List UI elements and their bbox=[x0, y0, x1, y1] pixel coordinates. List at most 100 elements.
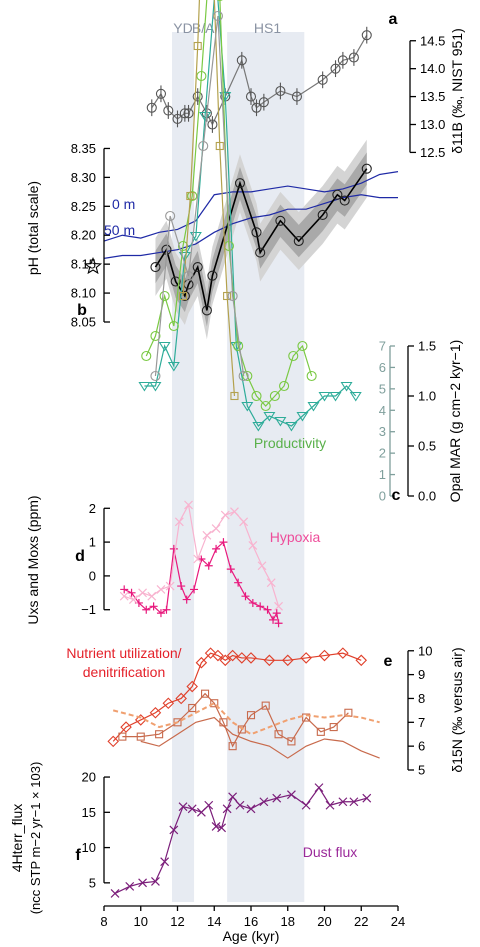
panel-e-series-3-line bbox=[140, 716, 380, 759]
panel-a-series-0-point bbox=[183, 108, 194, 119]
panel-e-series-1-point bbox=[329, 723, 338, 732]
panel-a-series-0-point bbox=[258, 97, 269, 108]
panel-f-y-tick-label: 10 bbox=[82, 840, 96, 855]
panel-e-series-0-point bbox=[219, 654, 232, 667]
panel-b-line-label-50m: 50 m bbox=[104, 222, 135, 238]
panel-c-series-1-point bbox=[269, 390, 280, 402]
panel-c-series-0-point bbox=[149, 381, 162, 392]
panel-c-series-1-point bbox=[297, 340, 308, 352]
panel-d-series-1-point bbox=[257, 561, 267, 571]
panel-c-series-0-point bbox=[329, 391, 342, 402]
panel-b-series-2-point bbox=[339, 195, 350, 206]
panel-c-inner-tick-label: 0 bbox=[379, 489, 386, 504]
panel-a-y-axis: 12.5 13.0 13.5 14.0 14.5 bbox=[409, 33, 445, 160]
panel-b-series-2-point bbox=[207, 270, 218, 281]
panel-c-series-1-point bbox=[260, 400, 271, 412]
panel-e-series-0-point bbox=[318, 649, 331, 662]
panel-f-series-0-point bbox=[196, 807, 206, 817]
panel-f-series-0-point bbox=[272, 793, 282, 803]
panel-e-series-0-point bbox=[107, 735, 119, 748]
panel-d-series-1-point bbox=[211, 524, 221, 533]
panel-c-series-2-point bbox=[215, 141, 224, 151]
panel-e-label-line-1: denitrification bbox=[83, 664, 166, 680]
panel-d-series-0-point bbox=[241, 592, 250, 601]
panel-c-series-0-point bbox=[158, 341, 171, 352]
panel-d-y-tick-label: −1 bbox=[81, 602, 96, 617]
panel-f-series-0-point bbox=[222, 804, 232, 814]
panel-d-series-1-point bbox=[266, 578, 276, 588]
panel-e-y-tick-label: 5 bbox=[418, 763, 425, 778]
panel-c-series-1-point bbox=[306, 370, 317, 382]
panel-d-series-1-point bbox=[239, 517, 249, 527]
panel-f-y-label: 4Hterr_flux bbox=[9, 804, 25, 872]
panel-a-y-tick-label: 12.5 bbox=[420, 145, 445, 160]
panel-d-series-0-point bbox=[197, 555, 206, 563]
panel-d-series-0-point bbox=[274, 619, 283, 628]
panel-f-series-0-point bbox=[125, 881, 135, 891]
panel-a-y-label: δ11B (‰, NIST 951) bbox=[449, 28, 465, 154]
panel-f-series-0-point bbox=[204, 800, 214, 810]
panel-c-series-0-point bbox=[274, 416, 287, 427]
panel-d-series-1-point bbox=[119, 591, 129, 601]
panel-d-series-0-point bbox=[256, 602, 265, 611]
panel-c-series-3-point bbox=[183, 270, 194, 282]
panel-d-series-0-point bbox=[127, 588, 136, 597]
panel-d-series-1-point bbox=[230, 507, 239, 517]
panel-e-series-0-point bbox=[212, 649, 224, 662]
panel-d-series-1-point bbox=[184, 500, 193, 510]
panel-c-series-2-point bbox=[178, 291, 188, 301]
panel-c-letter: c bbox=[392, 487, 401, 504]
panel-f-series-0-point bbox=[338, 797, 348, 807]
panel-f-series-0-point bbox=[349, 797, 359, 807]
panel-d-series-0-point bbox=[248, 598, 257, 607]
panel-a-series-0-point bbox=[330, 63, 341, 74]
panel-c-series-3-point bbox=[238, 370, 249, 382]
panel-f-series-0-point bbox=[287, 790, 296, 800]
panel-d-letter: d bbox=[75, 548, 85, 565]
panel-d-series-0-point bbox=[142, 605, 151, 614]
panel-a-y-tick-label: 14.5 bbox=[420, 33, 445, 48]
panel-c-series-1-point bbox=[233, 340, 244, 352]
panel-c-series-1-point bbox=[150, 330, 161, 342]
panel-e-series-0-point bbox=[204, 647, 217, 659]
panel-d-series-0-point bbox=[269, 615, 278, 624]
panel-c-series-0-point bbox=[252, 421, 265, 432]
panel-e-y-tick-label: 9 bbox=[418, 667, 425, 682]
panel-e-series-0-point bbox=[162, 697, 175, 710]
panel-a-series-0-point bbox=[192, 91, 203, 102]
panel-a-series-0-point bbox=[172, 113, 183, 124]
panel-e-y-label: δ15N (‰ versus air) bbox=[449, 647, 465, 772]
panel-f-series-0-point bbox=[228, 792, 238, 802]
panel-c-series-0-point bbox=[199, 111, 212, 122]
panel-e-series-0-point bbox=[245, 652, 257, 664]
panel-e-y-tick-label: 10 bbox=[418, 643, 432, 658]
panel-e-series-0-point bbox=[149, 706, 162, 719]
panel-e-y-tick-label: 8 bbox=[418, 691, 425, 706]
panel-f-series-0-point bbox=[178, 802, 188, 812]
panel-c-series-3-point bbox=[212, 10, 223, 22]
panel-c-label-line-0: Productivity bbox=[254, 435, 326, 451]
panel-d-series-0-point bbox=[212, 544, 221, 553]
panel-b-y-tick-label: 8.10 bbox=[71, 286, 96, 301]
panel-b-series-2-point bbox=[332, 189, 343, 200]
panel-e-series-1-point bbox=[274, 730, 283, 739]
panel-d-series-1-point bbox=[156, 585, 166, 594]
panel-c-series-0-point bbox=[138, 381, 151, 392]
panel-d-series-0-point bbox=[182, 595, 191, 604]
panel-e-series-1-point bbox=[136, 732, 145, 741]
interval-label-hs1: HS1 bbox=[254, 20, 281, 36]
panel-c-series-1-point bbox=[187, 190, 198, 202]
panel-c-series-0-point bbox=[263, 411, 276, 422]
panel-c-series-2-point bbox=[230, 391, 239, 401]
panel-e-series-1-point bbox=[210, 699, 219, 708]
panel-a-y-tick-label: 13.5 bbox=[420, 89, 445, 104]
panel-d-series-0-point bbox=[120, 585, 129, 594]
x-axis-tick-label: 10 bbox=[134, 914, 148, 929]
panel-c-series-1-point bbox=[141, 350, 152, 362]
panel-b-line-label-0m: 0 m bbox=[112, 196, 135, 212]
panel-b-y-tick-label: 8.30 bbox=[71, 170, 96, 185]
panel-e-series-0-point bbox=[236, 652, 248, 664]
panel-f-series-0-point bbox=[138, 878, 148, 888]
panel-b-y-tick-label: 8.35 bbox=[71, 141, 96, 156]
panel-c-y-tick-label: 1.5 bbox=[418, 339, 436, 354]
